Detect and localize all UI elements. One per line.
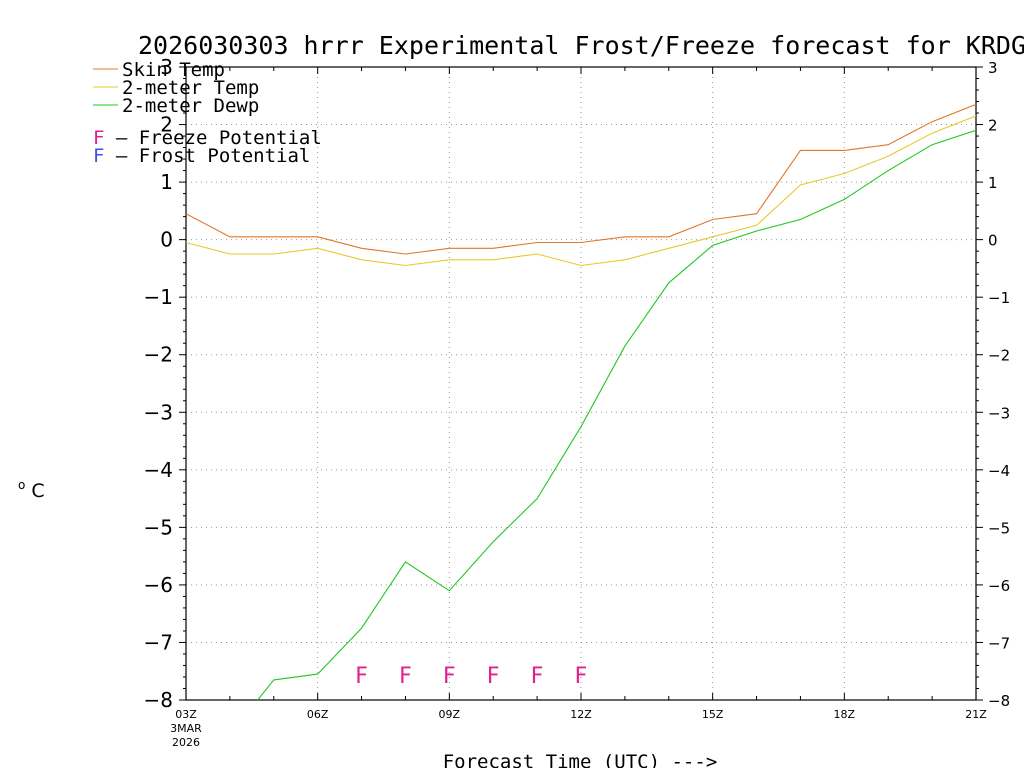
freeze-flag: F: [487, 664, 500, 689]
x-tick-label: 06Z: [307, 708, 329, 721]
x-date-label: 3MAR: [170, 722, 202, 735]
x-tick-label: 15Z: [702, 708, 724, 721]
y-tick-label-left: −7: [144, 630, 173, 654]
y-tick-label-right: 1: [988, 174, 998, 192]
x-tick-label: 03Z: [175, 708, 197, 721]
y-tick-label-right: 2: [988, 117, 998, 135]
y-tick-label-left: −4: [144, 458, 173, 482]
y-tick-label-right: −6: [988, 577, 1010, 595]
y-tick-label-right: 0: [988, 232, 998, 250]
y-tick-label-left: 1: [160, 170, 173, 194]
y-tick-label-left: −3: [144, 400, 173, 424]
degree-symbol: o: [18, 478, 25, 492]
y-tick-label-right: −5: [988, 519, 1010, 537]
y-tick-label-left: −6: [144, 573, 173, 597]
freeze-flag: F: [575, 664, 588, 689]
x-axis-label: Forecast Time (UTC) --->: [443, 751, 718, 768]
x-tick-label: 21Z: [965, 708, 987, 721]
chart-title: 2026030303 hrrr Experimental Frost/Freez…: [138, 31, 1024, 60]
y-tick-label-right: −4: [988, 462, 1010, 480]
y-tick-label-left: −8: [144, 688, 173, 712]
freeze-flag: F: [443, 664, 456, 689]
plot-area: [186, 103, 976, 700]
y-axis-ticks: −8 −8 −7 −7 −6 −6 −5 −5 −4 −4 −3 −3 −2 −2 −1 −1 0 0 1 1 2 2 3 3: [144, 55, 1011, 712]
legend-potential-letter: F: [93, 127, 104, 149]
y-tick-label-right: −2: [988, 347, 1010, 365]
series-lines: [186, 103, 976, 700]
legend-potential-entry: F – Freeze Potential: [93, 127, 322, 149]
x-year-label: 2026: [172, 736, 200, 749]
legend-potential-letter: F: [93, 145, 104, 167]
legend-potential-text: – Frost Potential: [104, 145, 310, 167]
y-tick-label-left: −5: [144, 515, 173, 539]
legend-label: 2-meter Temp: [122, 77, 259, 99]
y-axis-label: o C: [18, 472, 45, 502]
grid: [186, 67, 976, 700]
legend-label: Skin Temp: [122, 59, 225, 81]
legend-potential-text: – Freeze Potential: [104, 127, 321, 149]
series-line-2-meter-temp: [186, 115, 976, 267]
legend-potential-entry: F – Frost Potential: [93, 145, 310, 167]
x-tick-label: 18Z: [834, 708, 856, 721]
y-tick-label-right: −1: [988, 289, 1010, 307]
freeze-flag: F: [355, 664, 368, 689]
x-tick-label: 12Z: [570, 708, 592, 721]
y-tick-label-right: −3: [988, 404, 1010, 422]
y-tick-label-right: 3: [988, 59, 998, 77]
x-tick-label: 09Z: [439, 708, 461, 721]
legend-label: 2-meter Dewp: [122, 95, 259, 117]
freeze-flag: F: [531, 664, 544, 689]
y-tick-label-left: −1: [144, 285, 173, 309]
freeze-flag: F: [399, 664, 412, 689]
y-tick-label-left: 3: [160, 55, 173, 79]
y-tick-label-left: −2: [144, 343, 173, 367]
y-tick-label-left: 2: [160, 113, 173, 137]
unit-celsius: C: [31, 480, 44, 502]
series-line-2-meter-dewp: [256, 129, 976, 700]
y-tick-label-left: 0: [160, 228, 173, 252]
series-line-skin-temp: [186, 103, 976, 255]
y-tick-label-right: −8: [988, 692, 1010, 710]
y-tick-label-right: −7: [988, 634, 1010, 652]
